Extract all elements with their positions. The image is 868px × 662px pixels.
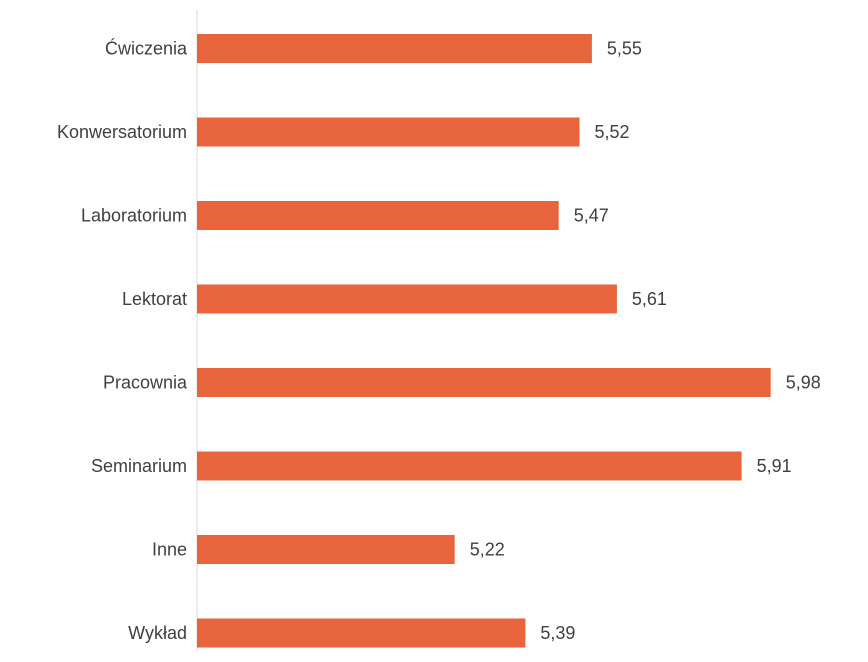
bar [197, 34, 592, 63]
category-label: Pracownia [103, 373, 188, 393]
bar [197, 451, 742, 481]
value-label: 5,52 [595, 122, 630, 142]
value-label: 5,55 [607, 39, 642, 59]
bar [197, 535, 455, 564]
category-label: Seminarium [91, 456, 187, 476]
value-label: 5,98 [786, 373, 821, 393]
category-label: Ćwiczenia [105, 38, 188, 59]
category-label: Inne [152, 540, 187, 560]
category-label: Wykład [128, 623, 187, 643]
value-label: 5,22 [470, 540, 505, 560]
value-label: 5,39 [540, 623, 575, 643]
bar [197, 201, 559, 230]
bars [197, 34, 771, 648]
value-label: 5,47 [574, 206, 609, 226]
category-label: Lektorat [122, 289, 187, 309]
bar [197, 117, 580, 147]
category-labels: Ćwiczenia Konwersatorium Laboratorium Lekto… [57, 38, 188, 644]
category-label: Laboratorium [81, 206, 187, 226]
value-label: 5,91 [757, 456, 792, 476]
category-label: Konwersatorium [57, 122, 187, 142]
value-label: 5,61 [632, 289, 667, 309]
value-labels: 5,55 5,52 5,47 5,61 5,98 5,91 5,22 5,39 [470, 39, 821, 644]
bar [197, 618, 526, 648]
bar [197, 284, 617, 314]
bar [197, 368, 771, 397]
